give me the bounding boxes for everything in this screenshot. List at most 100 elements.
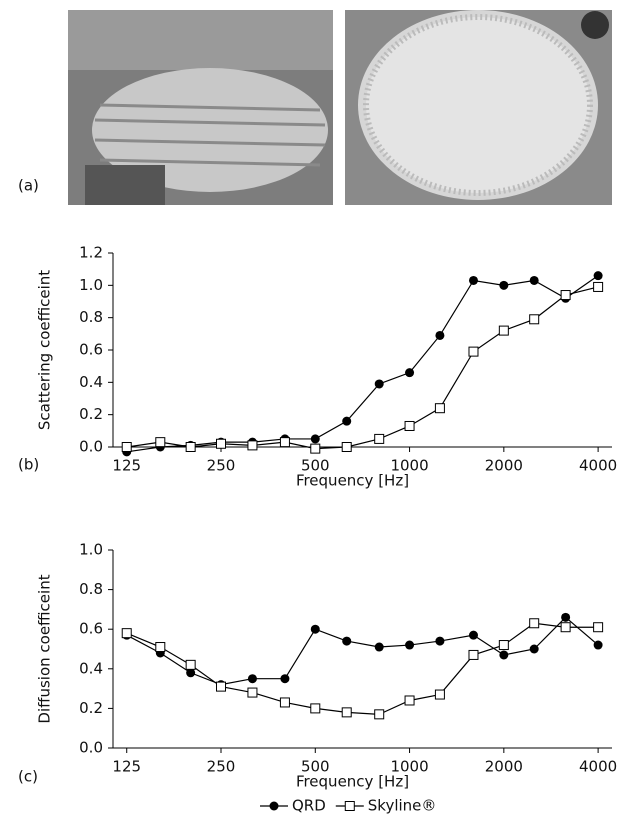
marker <box>405 368 415 378</box>
x-axis-label: Frequency [Hz] <box>296 472 409 490</box>
marker <box>247 687 258 698</box>
y-tick-label: 0.4 <box>79 373 103 391</box>
marker <box>341 707 352 718</box>
marker <box>529 275 539 285</box>
marker <box>529 314 540 325</box>
marker <box>310 624 320 634</box>
marker <box>121 628 132 639</box>
marker <box>310 443 321 454</box>
marker <box>155 642 166 653</box>
marker <box>247 674 257 684</box>
marker <box>186 668 196 678</box>
series-line <box>126 286 599 450</box>
marker <box>404 420 415 431</box>
series <box>121 618 604 720</box>
marker <box>155 437 166 448</box>
marker <box>374 379 384 389</box>
panel-label: (b) <box>18 456 39 474</box>
y-tick-label: 0.6 <box>79 341 103 359</box>
x-tick-label: 250 <box>207 457 236 475</box>
marker <box>247 440 258 451</box>
photo-qrd <box>68 10 333 205</box>
marker <box>216 681 227 692</box>
legend-marker <box>269 801 279 811</box>
marker <box>404 695 415 706</box>
y-tick-label: 0.4 <box>79 659 103 677</box>
marker <box>468 346 479 357</box>
marker <box>468 630 478 640</box>
legend-marker <box>344 801 355 811</box>
marker <box>499 280 509 290</box>
marker <box>468 649 479 660</box>
x-tick-label: 1000 <box>390 758 428 776</box>
y-tick-label: 0.6 <box>79 620 103 638</box>
y-tick-label: 1.0 <box>79 541 103 559</box>
y-tick-label: 1.0 <box>79 276 103 294</box>
series <box>122 271 603 457</box>
y-axis-label: Scattering coefficeint <box>36 270 54 430</box>
y-tick-label: 0.2 <box>79 699 103 717</box>
marker <box>593 271 603 281</box>
x-tick-label: 125 <box>112 457 141 475</box>
marker <box>185 442 196 452</box>
marker <box>434 689 445 700</box>
y-tick-label: 0.8 <box>79 308 103 326</box>
marker <box>280 674 290 684</box>
marker <box>593 281 604 292</box>
marker <box>374 433 385 444</box>
y-tick-label: 1.2 <box>79 244 103 262</box>
series-line <box>126 616 599 686</box>
x-tick-label: 2000 <box>485 457 523 475</box>
marker <box>434 403 445 414</box>
x-tick-label: 4000 <box>579 758 617 776</box>
series <box>121 281 604 454</box>
x-tick-label: 125 <box>112 758 141 776</box>
marker <box>310 703 321 714</box>
x-tick-label: 500 <box>301 457 330 475</box>
marker <box>560 622 571 633</box>
marker <box>341 442 352 452</box>
marker <box>529 644 539 654</box>
marker <box>374 642 384 652</box>
marker <box>121 442 132 452</box>
marker <box>310 434 320 444</box>
legend-label: Skyline® <box>368 797 437 815</box>
marker <box>342 636 352 646</box>
series-line <box>126 622 599 715</box>
marker <box>498 325 509 336</box>
marker <box>279 437 290 448</box>
marker <box>185 659 196 670</box>
marker <box>435 330 445 340</box>
series-line <box>126 275 599 453</box>
panel-label: (a) <box>18 177 39 195</box>
marker <box>435 636 445 646</box>
marker <box>560 290 571 301</box>
x-tick-label: 1000 <box>390 457 428 475</box>
marker <box>498 640 509 651</box>
y-axis-label: Diffusion coefficeint <box>36 574 54 723</box>
marker <box>405 640 415 650</box>
y-tick-label: 0.2 <box>79 405 103 423</box>
marker <box>374 709 385 720</box>
marker <box>529 618 540 629</box>
marker <box>593 640 603 650</box>
x-tick-label: 500 <box>301 758 330 776</box>
x-tick-label: 4000 <box>579 457 617 475</box>
marker <box>593 622 604 633</box>
legend-label: QRD <box>292 797 326 815</box>
x-tick-label: 2000 <box>485 758 523 776</box>
marker <box>216 438 227 449</box>
marker <box>468 275 478 285</box>
y-tick-label: 0.0 <box>79 739 103 757</box>
y-tick-label: 0.0 <box>79 438 103 456</box>
marker <box>279 697 290 708</box>
photo-skyline <box>345 10 612 205</box>
marker <box>561 612 571 622</box>
panel-label: (c) <box>18 768 38 786</box>
y-tick-label: 0.8 <box>79 580 103 598</box>
x-axis-label: Frequency [Hz] <box>296 773 409 791</box>
marker <box>499 650 509 660</box>
x-tick-label: 250 <box>207 758 236 776</box>
marker <box>342 416 352 426</box>
